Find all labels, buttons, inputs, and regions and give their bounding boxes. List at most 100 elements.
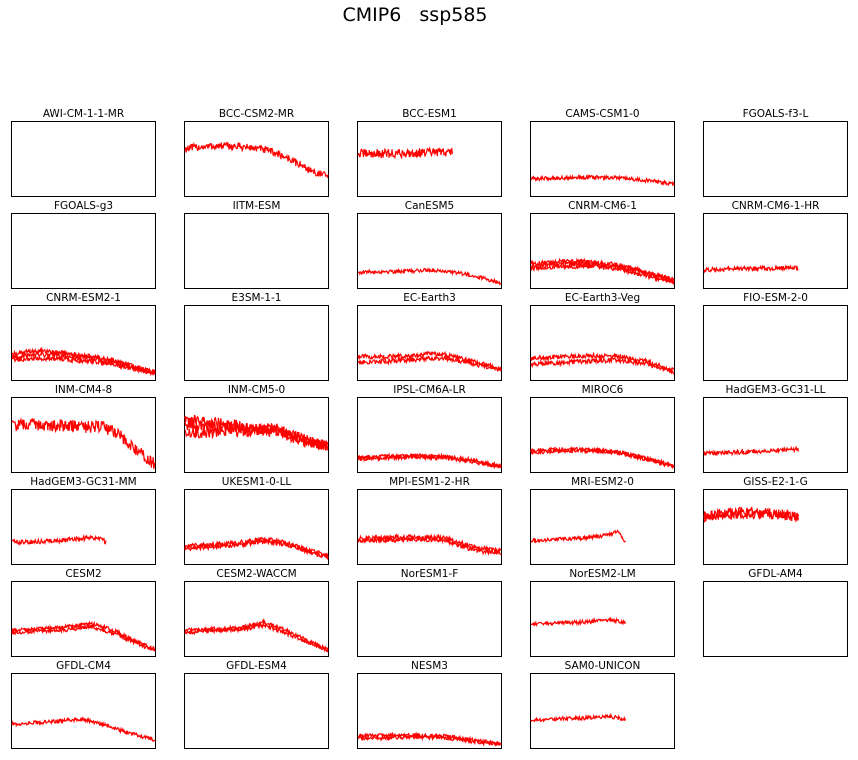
subplot-axes [184,397,329,473]
series-line [530,259,675,285]
axes-frame [357,397,502,473]
subplot-title: INM-CM4-8 [54,384,113,396]
subplot-axes [530,305,675,381]
series-line [184,141,329,179]
axes-frame [703,581,848,657]
series-line [184,536,329,559]
subplot-title: CAMS-CSM1-0 [565,108,640,120]
axes-frame [184,305,329,381]
subplot-title: NorESM2-LM [569,568,636,580]
subplot-axes [184,489,329,565]
subplot-axes [11,673,156,749]
axes-frame [530,397,675,473]
subplot-title: FGOALS-f3-L [742,108,809,120]
series-line [357,731,502,747]
subplot-panel: IITM-ESM [184,200,329,290]
series-line [11,417,156,470]
axes-frame [357,121,502,197]
axes-frame [530,489,675,565]
subplot-title: CNRM-ESM2-1 [46,292,121,304]
subplot-axes [357,305,502,381]
subplot-panel: HadGEM3-GC31-MM [11,476,156,566]
series-line [11,715,156,743]
subplot-title: MIROC6 [581,384,624,396]
subplot-panel: UKESM1-0-LL [184,476,329,566]
subplot-panel: CNRM-CM6-1 [530,200,675,290]
subplot-title: BCC-ESM1 [402,108,457,120]
axes-frame [184,397,329,473]
subplot-panel: CNRM-CM6-1-HR [703,200,848,290]
subplot-axes [357,489,502,565]
subplot-title: CNRM-CM6-1-HR [731,200,820,212]
series-line [11,533,107,547]
series-line [703,264,799,274]
subplot-panel: NESM3 [357,660,502,750]
subplot-panel: GISS-E2-1-G [703,476,848,566]
axes-frame [357,673,502,749]
series-line [703,445,799,457]
subplot-axes [357,673,502,749]
figure-title: CMIP6 ssp585 [342,4,488,26]
subplot-axes [357,581,502,657]
subplot-title: GFDL-CM4 [56,660,111,672]
subplot-axes [703,213,848,289]
subplot-title: HadGEM3-GC31-LL [725,384,826,396]
subplot-title: BCC-CSM2-MR [218,108,295,120]
subplot-panel: FGOALS-g3 [11,200,156,290]
axes-frame [530,121,675,197]
axes-frame [11,673,156,749]
series-line [357,533,502,554]
subplot-axes [11,213,156,289]
series-line [11,620,156,652]
series-line [530,257,674,282]
subplot-title: EC-Earth3 [403,292,456,304]
subplot-panel: CAMS-CSM1-0 [530,108,675,198]
subplot-title: FIO-ESM-2-0 [743,292,808,304]
subplot-axes [11,121,156,197]
series-line [11,351,156,375]
subplot-panel: INM-CM5-0 [184,384,329,474]
subplot-panel: CanESM5 [357,200,502,290]
subplot-axes [703,581,848,657]
subplot-title: CESM2-WACCM [216,568,297,580]
series-line [357,350,502,372]
axes-frame [184,581,329,657]
subplot-axes [184,121,329,197]
subplot-panel: NorESM2-LM [530,568,675,658]
series-line [703,506,799,523]
series-line [530,173,675,187]
series-line [184,617,329,651]
subplot-panel: CESM2 [11,568,156,658]
axes-frame [11,581,156,657]
subplot-title: CNRM-CM6-1 [568,200,637,212]
subplot-axes [530,121,675,197]
subplot-panel: HadGEM3-GC31-LL [703,384,848,474]
series-line [531,616,626,628]
axes-frame [184,673,329,749]
subplot-axes [184,213,329,289]
series-line [357,354,502,372]
axes-frame [184,489,329,565]
axes-frame [703,305,848,381]
subplot-axes [357,397,502,473]
subplot-panel: BCC-CSM2-MR [184,108,329,198]
axes-frame [530,305,675,381]
series-line [530,446,675,469]
subplot-axes [184,305,329,381]
axes-frame [357,581,502,657]
subplot-panel: BCC-ESM1 [357,108,502,198]
subplot-title: CESM2 [65,568,102,580]
axes-frame [357,213,502,289]
subplot-title: GISS-E2-1-G [743,476,808,488]
axes-frame [530,581,675,657]
subplot-title: UKESM1-0-LL [221,476,292,488]
axes-frame [184,213,329,289]
subplot-axes [11,489,156,565]
subplot-axes [184,581,329,657]
subplot-panel: MRI-ESM2-0 [530,476,675,566]
subplot-axes [530,213,675,289]
axes-frame [703,397,848,473]
subplot-axes [11,305,156,381]
series-line [184,414,329,450]
